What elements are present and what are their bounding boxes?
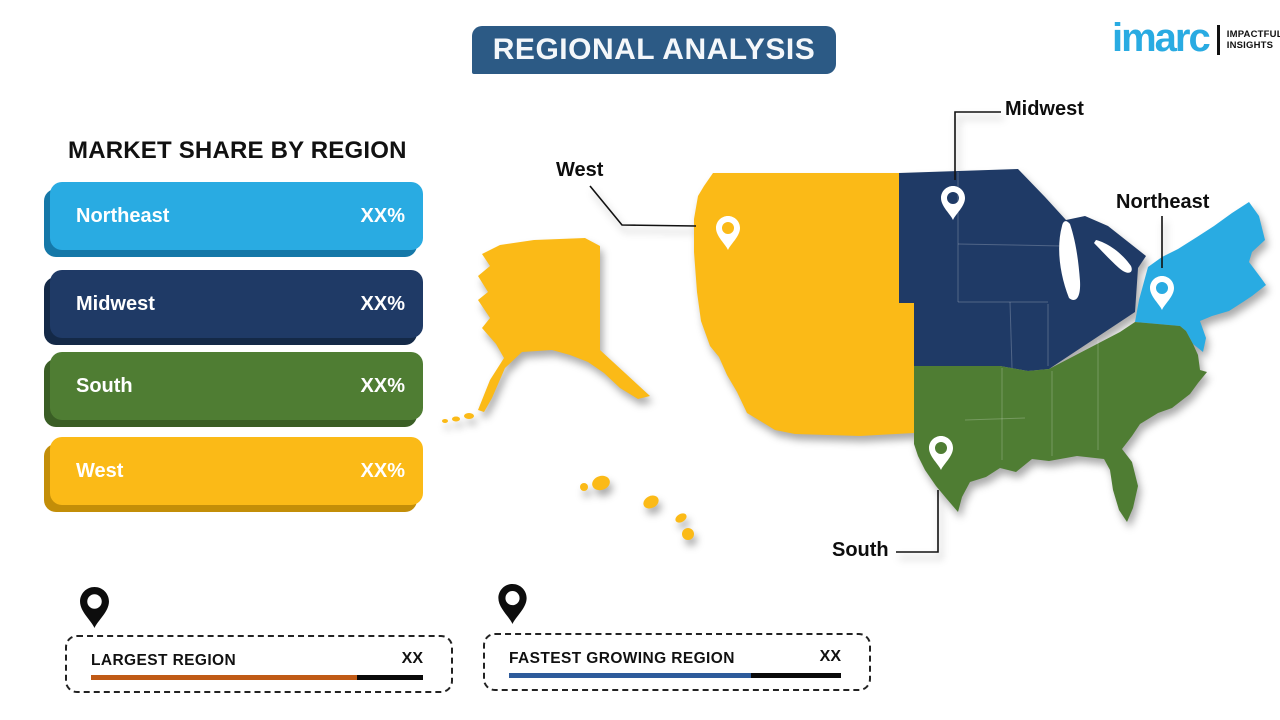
fastest-growing-underline (509, 673, 841, 678)
page-title: REGIONAL ANALYSIS (472, 26, 836, 74)
region-west (694, 173, 914, 436)
largest-region-underline-fill (91, 675, 357, 680)
page-title-text: REGIONAL ANALYSIS (492, 33, 816, 66)
bar-northeast-label: Northeast (76, 204, 170, 227)
fastest-growing-box: FASTEST GROWING REGION XX (483, 633, 871, 691)
logo-tagline-line1: IMPACTFUL (1226, 28, 1280, 40)
bar-midwest-value: XX% (360, 292, 405, 315)
logo-divider (1216, 25, 1220, 55)
bar-midwest-label: Midwest (76, 292, 155, 315)
bar-northeast-value: XX% (360, 204, 405, 227)
imarc-logo: imarc IMPACTFUL INSIGHTS (1112, 18, 1280, 58)
market-share-heading: MARKET SHARE BY REGION (68, 137, 407, 164)
lake-michigan (1059, 221, 1081, 300)
region-midwest (899, 169, 1146, 371)
label-lines (589, 111, 1163, 553)
bar-northeast: Northeast XX% (50, 182, 423, 250)
logo-tagline-line2: INSIGHTS (1226, 40, 1274, 51)
bar-west-value: XX% (360, 459, 405, 482)
map-label-south: South (832, 539, 889, 561)
bar-south-value: XX% (360, 374, 405, 397)
aleutian-island (464, 413, 474, 419)
fastest-growing-underline-fill (509, 673, 752, 678)
largest-region-pin-icon (80, 587, 109, 628)
fastest-growing-label: FASTEST GROWING REGION (509, 650, 735, 667)
largest-region-underline (91, 675, 423, 680)
region-south (914, 322, 1207, 522)
map-label-northeast: Northeast (1116, 191, 1210, 213)
bar-south-label: South (76, 374, 133, 397)
aleutian-island (452, 416, 460, 422)
lake-huron (1094, 240, 1132, 273)
largest-region-underline-rest (356, 675, 423, 680)
logo-brand-text: imarc (1112, 16, 1211, 60)
bar-west: West XX% (50, 437, 423, 505)
map-label-west: West (556, 159, 604, 181)
logo-tagline: IMPACTFUL INSIGHTS (1227, 29, 1280, 52)
west-label-line (589, 185, 697, 227)
region-northeast (1135, 202, 1266, 352)
bar-south: South XX% (50, 352, 423, 420)
largest-region-box: LARGEST REGION XX (65, 635, 453, 693)
largest-region-label: LARGEST REGION (91, 652, 237, 669)
fastest-growing-underline-rest (751, 673, 841, 678)
aleutian-island (442, 419, 448, 423)
map-label-midwest: Midwest (1005, 98, 1084, 120)
fastest-growing-value: XX (819, 648, 841, 665)
largest-region-value: XX (401, 650, 423, 667)
midwest-label-line (954, 111, 1001, 180)
south-label-line (896, 490, 939, 553)
bar-west-label: West (76, 459, 124, 482)
region-west-alaska (478, 238, 650, 412)
region-west-hawaii (580, 475, 694, 540)
bar-midwest: Midwest XX% (50, 270, 423, 338)
fastest-growing-pin-icon (498, 584, 527, 624)
